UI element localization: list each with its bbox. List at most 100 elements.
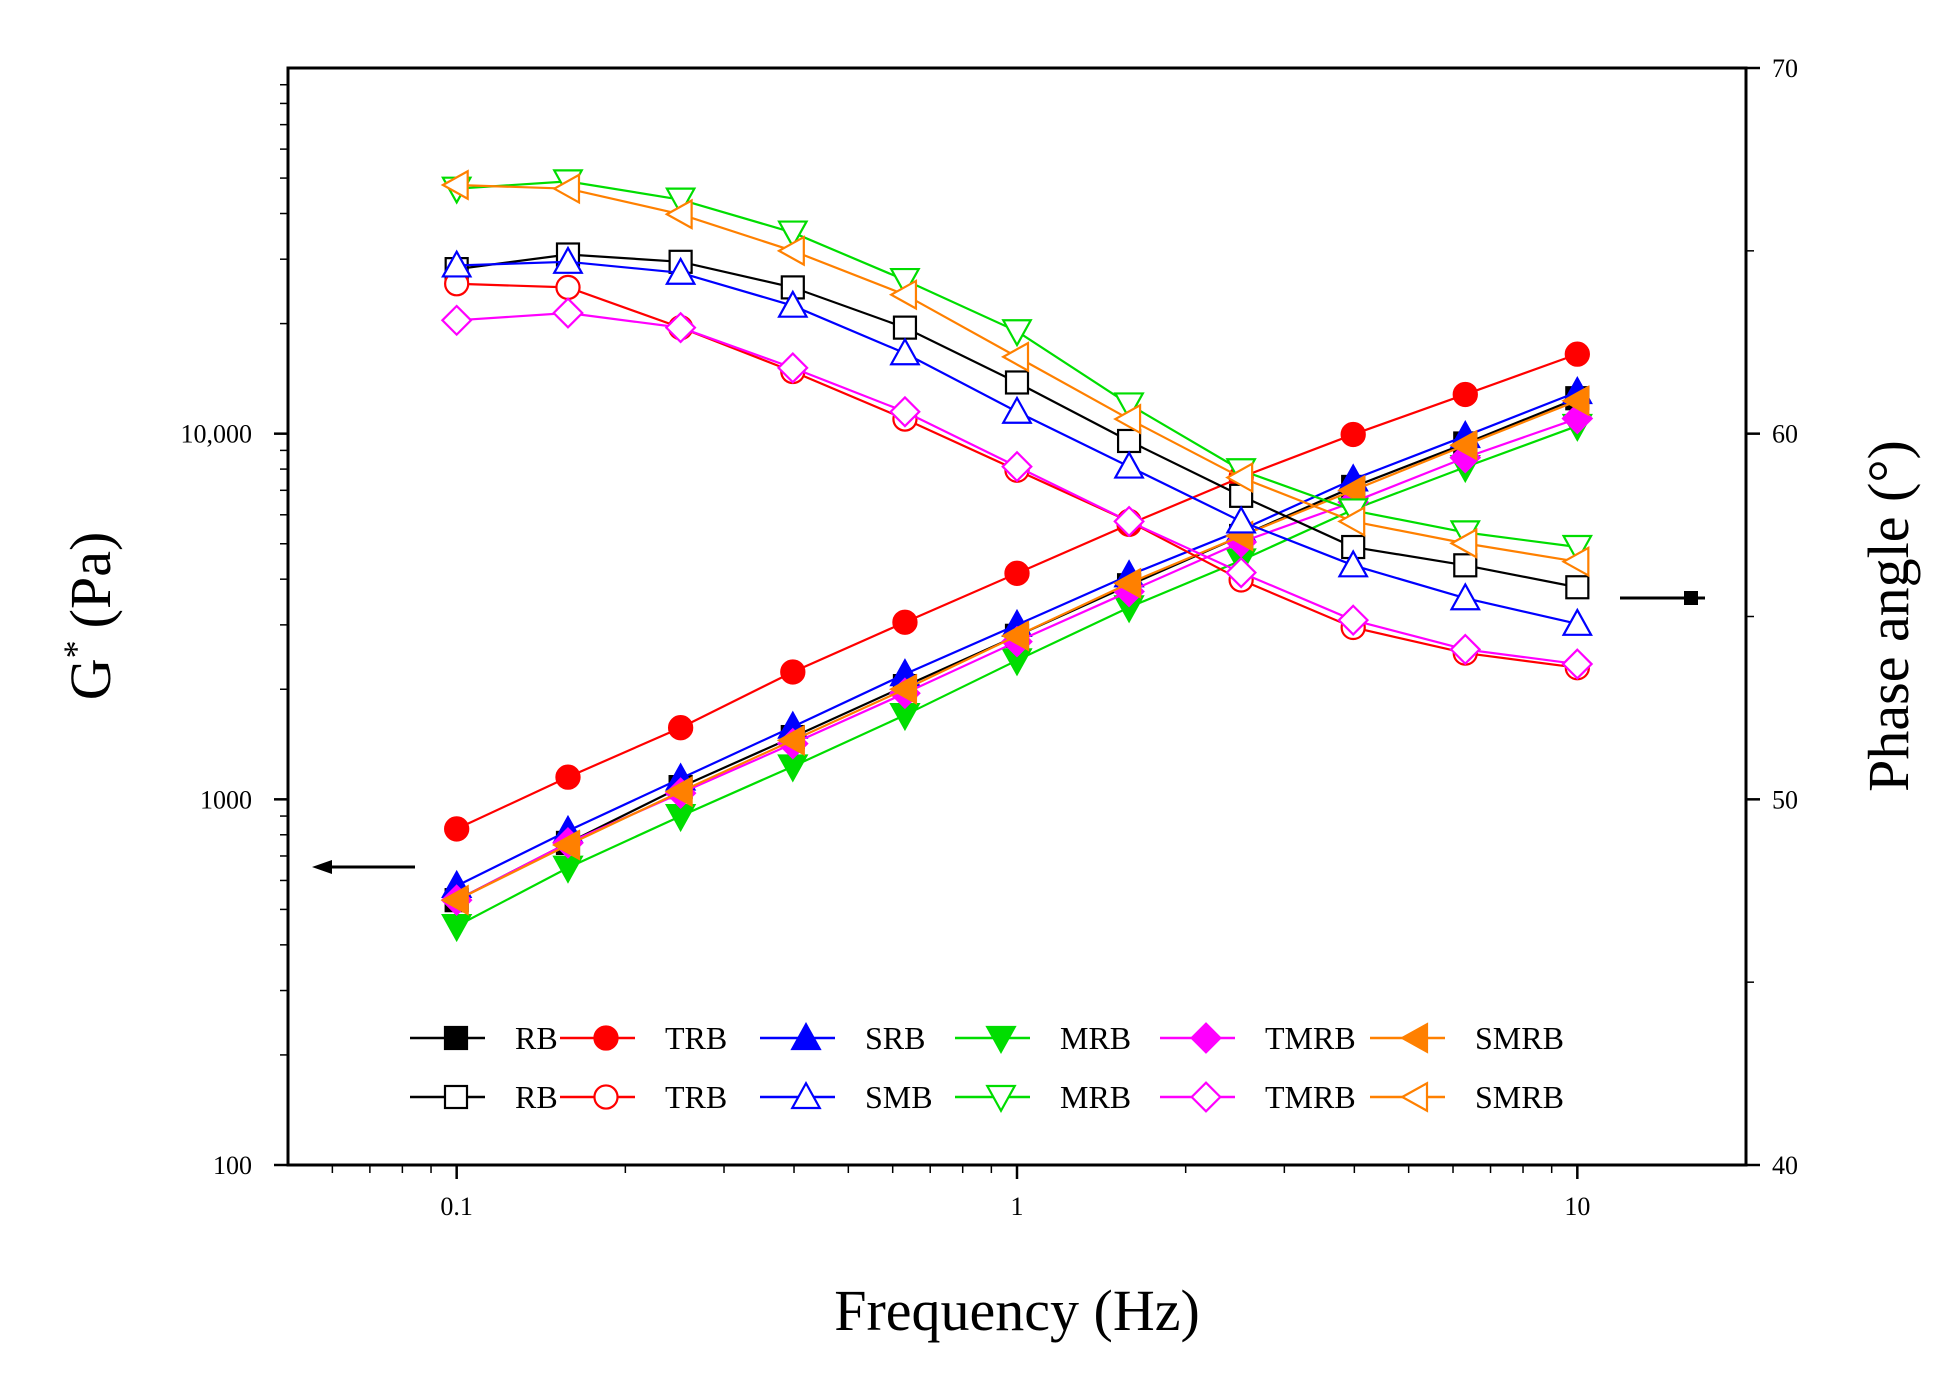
data-point <box>1449 633 1482 666</box>
data-point <box>551 829 581 861</box>
legend-marker <box>593 1025 619 1051</box>
legend-marker <box>593 1084 619 1110</box>
data-point <box>1340 421 1366 448</box>
x-axis-title: Frequency (Hz) <box>834 1278 1200 1343</box>
data-point <box>776 235 805 267</box>
data-point <box>1337 474 1366 506</box>
axis-ticks: 0.1 1 10 100 1000 10,000 40 50 60 70 <box>181 54 1799 1221</box>
data-point <box>892 609 918 635</box>
series-smrb-right <box>440 169 1590 578</box>
y-left-tick-label: 1000 <box>200 785 252 814</box>
data-point <box>1561 534 1593 564</box>
legend-label: MRB <box>1060 1079 1131 1115</box>
legend-label: RB <box>515 1020 558 1056</box>
legend-label: RB <box>515 1079 558 1115</box>
legend-item: RB <box>410 1020 558 1056</box>
legend-marker <box>443 1084 469 1110</box>
legend-label: TMRB <box>1265 1079 1356 1115</box>
y-axis-right-title: Phase angle (°) <box>1856 440 1921 792</box>
data-point <box>889 267 921 297</box>
y-axis-left-title-unit: (Pa) <box>58 532 123 629</box>
data-point <box>552 855 584 884</box>
axis-arrows <box>312 591 1705 874</box>
data-point <box>1449 429 1478 461</box>
data-point <box>1225 505 1257 534</box>
data-point <box>1001 450 1033 483</box>
legend-marker <box>790 1080 822 1110</box>
data-point <box>440 304 473 337</box>
data-point <box>1561 546 1590 578</box>
legend-marker <box>1190 1081 1222 1113</box>
data-point <box>888 279 918 311</box>
data-point <box>1116 428 1142 454</box>
data-point <box>1337 549 1369 578</box>
legend-marker <box>985 1084 1017 1114</box>
y-axis-left-title-sup: * <box>56 640 96 658</box>
data-point <box>777 289 809 318</box>
data-point <box>551 173 581 205</box>
data-point <box>889 395 921 428</box>
x-tick-label: 0.1 <box>440 1192 473 1221</box>
data-point <box>777 220 809 249</box>
legend: RB TRB SRB MRB TMRB SMRB RB TRB SMB MRB TMRB SMRB <box>410 1020 1564 1115</box>
data-point <box>1337 505 1366 538</box>
legend-marker <box>790 1021 822 1051</box>
data-point <box>1561 607 1593 636</box>
data-point <box>776 724 805 756</box>
series-tmrb-right <box>440 297 1594 680</box>
data-point <box>1004 560 1030 586</box>
legend-item: SMRB <box>1370 1020 1564 1056</box>
data-point <box>888 673 918 705</box>
y-right-tick-label: 50 <box>1772 785 1798 814</box>
legend-marker <box>1399 1022 1429 1054</box>
x-tick-label: 10 <box>1564 1192 1590 1221</box>
legend-item: RB <box>410 1079 558 1115</box>
data-point <box>441 914 473 943</box>
series-mrb-left <box>441 413 1593 943</box>
legend-item: TRB <box>560 1079 727 1115</box>
legend-item: MRB <box>955 1079 1131 1115</box>
y-right-tick-label: 40 <box>1772 1151 1798 1180</box>
y-axis-left-title-base: G <box>58 658 123 700</box>
data-point <box>552 297 584 329</box>
data-point <box>555 764 581 790</box>
data-point <box>1004 370 1030 395</box>
data-point <box>776 351 809 384</box>
series-line <box>456 353 1578 830</box>
data-point <box>1449 582 1481 611</box>
data-point <box>1564 341 1590 367</box>
data-point <box>892 315 918 340</box>
data-point <box>440 884 469 916</box>
data-point <box>665 187 697 216</box>
data-point <box>440 169 469 201</box>
data-point <box>664 775 693 808</box>
legend-label: SMB <box>865 1079 933 1115</box>
y-left-tick-label: 100 <box>213 1151 252 1180</box>
data-point <box>664 311 697 344</box>
legend-label: SRB <box>865 1020 925 1056</box>
data-point <box>1452 381 1478 408</box>
data-point <box>1449 527 1478 559</box>
y-left-tick-label: 10,000 <box>181 420 253 449</box>
legend-item: TMRB <box>1160 1079 1356 1115</box>
data-point <box>1000 341 1030 373</box>
y-right-tick-label: 60 <box>1772 420 1798 449</box>
legend-item: SRB <box>760 1020 925 1056</box>
legend-marker <box>1190 1022 1222 1054</box>
legend-label: TRB <box>665 1020 727 1056</box>
data-point <box>552 245 584 274</box>
data-point <box>1561 385 1590 417</box>
data-point <box>889 337 921 366</box>
data-point <box>1113 505 1145 538</box>
data-point <box>1001 395 1033 424</box>
legend-label: TMRB <box>1265 1020 1356 1056</box>
series-layer <box>440 169 1594 943</box>
data-point <box>780 659 806 685</box>
data-point <box>1113 403 1142 435</box>
y-right-tick-label: 70 <box>1772 54 1798 83</box>
data-point <box>1113 567 1142 599</box>
legend-marker <box>985 1025 1017 1055</box>
data-point <box>667 715 694 741</box>
data-point <box>1561 648 1594 680</box>
